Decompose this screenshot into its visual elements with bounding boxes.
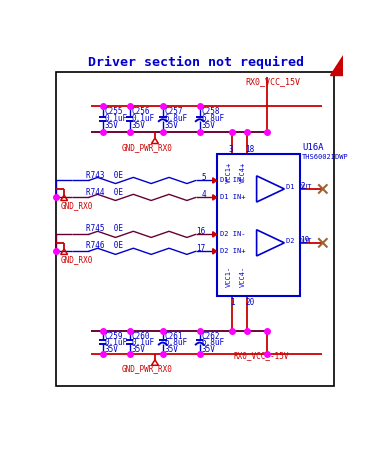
Text: C262: C262 xyxy=(201,332,220,340)
Polygon shape xyxy=(213,195,217,200)
Text: D2 IN+: D2 IN+ xyxy=(220,248,245,254)
Text: 0.1uF: 0.1uF xyxy=(131,338,154,348)
Text: 35V: 35V xyxy=(201,120,215,130)
Text: R744  0E: R744 0E xyxy=(86,187,123,196)
Text: 35V: 35V xyxy=(164,120,178,130)
Text: U16A: U16A xyxy=(302,143,324,152)
Text: VCC1-: VCC1- xyxy=(226,266,232,287)
Text: 35V: 35V xyxy=(201,345,215,354)
Text: 16: 16 xyxy=(196,227,206,236)
Text: 0.1uF: 0.1uF xyxy=(104,114,127,123)
Text: Driver section not required: Driver section not required xyxy=(88,56,304,69)
Text: 20: 20 xyxy=(245,298,254,306)
Polygon shape xyxy=(213,232,217,237)
Text: 35V: 35V xyxy=(104,120,118,130)
Text: 2: 2 xyxy=(301,182,305,191)
Text: D1 OUT: D1 OUT xyxy=(286,184,311,190)
Text: GND_RX0: GND_RX0 xyxy=(60,255,92,264)
Text: RX0_VCC_15V: RX0_VCC_15V xyxy=(245,76,300,86)
Text: 35V: 35V xyxy=(131,120,145,130)
Text: 6.8uF: 6.8uF xyxy=(164,338,187,348)
Polygon shape xyxy=(213,178,217,183)
Text: GND_RX0: GND_RX0 xyxy=(60,202,92,210)
Polygon shape xyxy=(330,55,343,75)
Bar xyxy=(57,72,333,386)
Text: D2 OUT: D2 OUT xyxy=(286,238,311,244)
Text: 19: 19 xyxy=(301,236,310,245)
Text: C261: C261 xyxy=(164,332,183,340)
Text: R746  0E: R746 0E xyxy=(86,241,123,251)
Text: 18: 18 xyxy=(245,145,254,154)
Text: D1 IN-: D1 IN- xyxy=(220,177,245,184)
Text: C259: C259 xyxy=(104,332,123,340)
Polygon shape xyxy=(213,249,217,254)
Text: VCC4-: VCC4- xyxy=(240,266,246,287)
Text: 1: 1 xyxy=(230,298,234,306)
Text: R743  0E: R743 0E xyxy=(86,170,123,180)
Text: THS6002IDWP: THS6002IDWP xyxy=(302,153,349,159)
Text: 5: 5 xyxy=(201,173,206,182)
Text: R745  0E: R745 0E xyxy=(86,224,123,234)
Text: 35V: 35V xyxy=(164,345,178,354)
Text: 35V: 35V xyxy=(131,345,145,354)
Text: VCC1+: VCC1+ xyxy=(226,162,232,183)
Text: VCC4+: VCC4+ xyxy=(240,162,246,183)
Text: C256: C256 xyxy=(131,107,150,116)
Text: 6.8uF: 6.8uF xyxy=(201,114,224,123)
Text: 6.8uF: 6.8uF xyxy=(164,114,187,123)
Text: C260: C260 xyxy=(131,332,150,340)
Text: C255: C255 xyxy=(104,107,123,116)
Text: D1 IN+: D1 IN+ xyxy=(220,194,245,201)
Text: C258: C258 xyxy=(201,107,220,116)
Text: RX0_VCC_-15V: RX0_VCC_-15V xyxy=(233,351,289,360)
Bar xyxy=(217,153,300,296)
Text: GND_PWR_RX0: GND_PWR_RX0 xyxy=(122,365,173,374)
Text: 0.1uF: 0.1uF xyxy=(104,338,127,348)
Text: GND_PWR_RX0: GND_PWR_RX0 xyxy=(122,143,173,152)
Text: D2 IN-: D2 IN- xyxy=(220,231,245,237)
Text: C257: C257 xyxy=(164,107,183,116)
Text: 17: 17 xyxy=(196,244,206,253)
Text: 6.8uF: 6.8uF xyxy=(201,338,224,348)
Text: 0.1uF: 0.1uF xyxy=(131,114,154,123)
Text: 35V: 35V xyxy=(104,345,118,354)
Text: 3: 3 xyxy=(228,145,233,154)
Text: 4: 4 xyxy=(201,190,206,199)
